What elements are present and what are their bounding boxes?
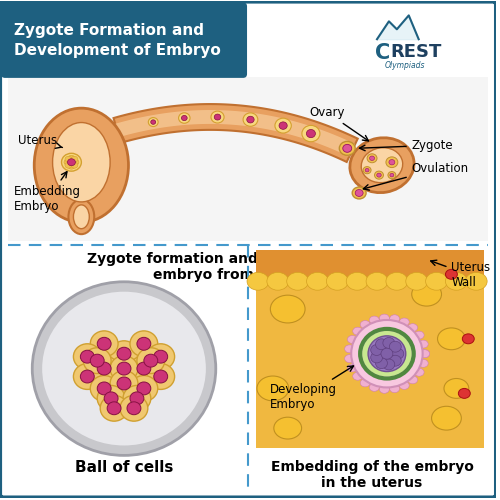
FancyBboxPatch shape: [1, 2, 247, 78]
Polygon shape: [114, 104, 358, 162]
Ellipse shape: [62, 154, 82, 171]
Ellipse shape: [90, 354, 104, 367]
Polygon shape: [115, 110, 355, 156]
Ellipse shape: [117, 348, 131, 360]
Text: Olympiads: Olympiads: [385, 61, 426, 70]
Ellipse shape: [97, 338, 111, 350]
Ellipse shape: [71, 156, 78, 162]
Ellipse shape: [438, 328, 466, 349]
Ellipse shape: [211, 111, 224, 123]
Ellipse shape: [257, 376, 288, 401]
Ellipse shape: [362, 331, 412, 376]
Ellipse shape: [380, 386, 390, 394]
Ellipse shape: [458, 388, 470, 398]
Ellipse shape: [408, 324, 418, 332]
FancyBboxPatch shape: [256, 250, 484, 282]
Ellipse shape: [151, 120, 156, 124]
Ellipse shape: [110, 370, 138, 396]
Text: Uterus
Wall: Uterus Wall: [430, 260, 490, 290]
Ellipse shape: [343, 144, 351, 152]
Ellipse shape: [104, 392, 118, 405]
Ellipse shape: [352, 187, 366, 199]
Ellipse shape: [32, 282, 216, 456]
Ellipse shape: [64, 159, 71, 165]
Ellipse shape: [370, 344, 382, 356]
Ellipse shape: [383, 359, 395, 370]
Ellipse shape: [120, 396, 148, 421]
Text: Developing
Embryo: Developing Embryo: [270, 366, 353, 412]
Ellipse shape: [117, 362, 131, 375]
Ellipse shape: [147, 344, 174, 370]
Ellipse shape: [137, 348, 164, 374]
Ellipse shape: [446, 272, 468, 290]
Ellipse shape: [388, 172, 396, 178]
Ellipse shape: [420, 350, 430, 358]
Ellipse shape: [72, 159, 79, 165]
Ellipse shape: [389, 160, 395, 165]
Text: Ovulation: Ovulation: [364, 162, 469, 190]
Ellipse shape: [381, 348, 393, 359]
Ellipse shape: [400, 382, 409, 390]
Ellipse shape: [344, 354, 354, 362]
Ellipse shape: [130, 356, 158, 382]
Ellipse shape: [361, 148, 403, 182]
Ellipse shape: [390, 315, 400, 322]
Ellipse shape: [144, 354, 158, 367]
Ellipse shape: [380, 314, 390, 322]
Ellipse shape: [432, 406, 462, 430]
Ellipse shape: [344, 345, 354, 353]
Ellipse shape: [360, 320, 370, 328]
Ellipse shape: [444, 378, 469, 398]
Ellipse shape: [352, 327, 362, 335]
Ellipse shape: [247, 116, 254, 123]
Ellipse shape: [390, 174, 394, 177]
Ellipse shape: [370, 316, 380, 324]
Ellipse shape: [348, 336, 358, 344]
Ellipse shape: [408, 376, 418, 384]
Ellipse shape: [279, 122, 287, 130]
Ellipse shape: [68, 156, 75, 161]
Ellipse shape: [65, 156, 72, 162]
Ellipse shape: [390, 341, 401, 352]
Ellipse shape: [270, 295, 305, 323]
Ellipse shape: [110, 341, 138, 366]
Ellipse shape: [97, 362, 111, 375]
Ellipse shape: [302, 126, 320, 142]
Ellipse shape: [84, 348, 111, 374]
Ellipse shape: [350, 138, 414, 192]
Text: Uterus: Uterus: [18, 134, 62, 148]
Ellipse shape: [370, 156, 374, 160]
Ellipse shape: [68, 159, 76, 166]
Ellipse shape: [286, 272, 308, 290]
Ellipse shape: [137, 362, 151, 375]
Ellipse shape: [123, 386, 151, 411]
Ellipse shape: [376, 339, 388, 349]
Text: Ball of cells: Ball of cells: [75, 460, 173, 475]
Ellipse shape: [34, 108, 128, 222]
Text: Zygote Formation and: Zygote Formation and: [14, 24, 204, 38]
Ellipse shape: [306, 272, 328, 290]
Text: Embedding of the embryo
in the uterus: Embedding of the embryo in the uterus: [270, 460, 474, 490]
Ellipse shape: [446, 270, 458, 280]
Ellipse shape: [214, 114, 221, 120]
Ellipse shape: [466, 272, 487, 290]
Ellipse shape: [65, 162, 72, 168]
Ellipse shape: [367, 154, 377, 162]
Ellipse shape: [130, 331, 158, 356]
Ellipse shape: [462, 334, 474, 344]
Ellipse shape: [154, 370, 168, 383]
Text: Ovary: Ovary: [310, 106, 368, 141]
Text: Development of Embryo: Development of Embryo: [14, 43, 220, 58]
Ellipse shape: [148, 118, 158, 126]
Ellipse shape: [147, 364, 174, 390]
Ellipse shape: [346, 272, 368, 290]
Ellipse shape: [90, 356, 118, 382]
Text: C: C: [375, 43, 390, 63]
Ellipse shape: [110, 356, 138, 382]
Ellipse shape: [243, 113, 258, 126]
Ellipse shape: [406, 272, 427, 290]
Ellipse shape: [52, 122, 110, 202]
Ellipse shape: [127, 402, 141, 414]
Text: Zygote formation and development of an
embryo from the zygote: Zygote formation and development of an e…: [86, 252, 409, 282]
